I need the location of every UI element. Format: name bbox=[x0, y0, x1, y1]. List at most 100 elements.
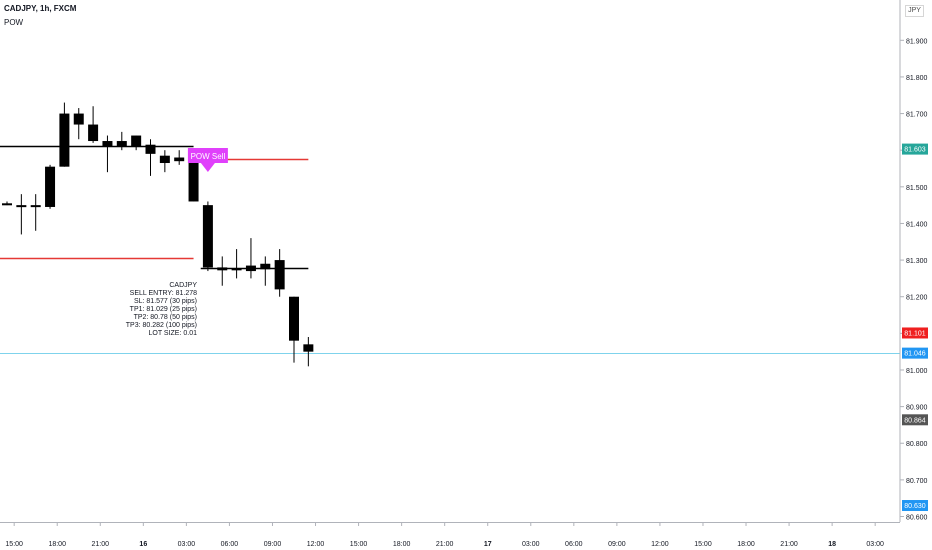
time-tick-label: 21:00 bbox=[780, 541, 798, 548]
currency-unit-label[interactable]: JPY bbox=[905, 5, 924, 17]
info-line: TP1: 81.029 (25 pips) bbox=[130, 306, 197, 313]
candle[interactable] bbox=[231, 249, 242, 279]
sell-signal-label: POW Sell bbox=[191, 152, 226, 161]
time-tick-label: 21:00 bbox=[92, 541, 110, 548]
candle[interactable] bbox=[274, 249, 285, 297]
time-tick-label: 12:00 bbox=[651, 541, 669, 548]
candle-body bbox=[131, 135, 142, 147]
price-tick-label: 81.000 bbox=[906, 368, 928, 375]
price-tick-label: 80.700 bbox=[906, 478, 928, 485]
candle-body bbox=[274, 260, 285, 290]
time-tick-label: 15:00 bbox=[5, 541, 23, 548]
price-tick-label: 80.900 bbox=[906, 405, 928, 412]
candle[interactable] bbox=[16, 194, 27, 235]
price-badge: 81.046 bbox=[902, 347, 928, 359]
candle[interactable] bbox=[2, 201, 12, 206]
price-tick-label: 81.400 bbox=[906, 221, 928, 228]
candle-body bbox=[2, 203, 12, 206]
info-line: TP2: 80.78 (50 pips) bbox=[134, 314, 197, 321]
time-tick-label: 16 bbox=[139, 541, 147, 548]
candle-body bbox=[116, 141, 127, 147]
info-line: CADJPY bbox=[169, 282, 197, 289]
candle-body bbox=[159, 155, 170, 164]
candle[interactable] bbox=[289, 296, 299, 363]
time-tick-label: 15:00 bbox=[350, 541, 368, 548]
price-badge: 80.630 bbox=[902, 500, 928, 512]
candle[interactable] bbox=[116, 131, 127, 151]
price-badge-label: 81.603 bbox=[904, 147, 926, 154]
price-tick-label: 81.900 bbox=[906, 38, 928, 45]
time-tick-label: 18:00 bbox=[48, 541, 66, 548]
price-tick-label: 81.700 bbox=[906, 112, 928, 119]
candles-layer[interactable] bbox=[2, 102, 314, 367]
candle-body bbox=[145, 144, 156, 154]
candle-body bbox=[217, 267, 228, 271]
price-badge-bg bbox=[902, 414, 928, 426]
candle-body bbox=[289, 296, 299, 341]
candle[interactable] bbox=[88, 106, 99, 143]
time-tick-label: 06:00 bbox=[565, 541, 583, 548]
candle[interactable] bbox=[245, 238, 256, 279]
candle-body bbox=[59, 113, 70, 167]
candle[interactable] bbox=[73, 108, 84, 140]
candle[interactable] bbox=[217, 256, 228, 286]
candle-body bbox=[73, 113, 84, 125]
time-tick-label: 21:00 bbox=[436, 541, 454, 548]
price-badge: 81.101 bbox=[902, 327, 928, 339]
sell-signal-badge[interactable] bbox=[187, 148, 228, 163]
candle-body bbox=[303, 344, 314, 352]
candle[interactable] bbox=[131, 135, 142, 151]
sell-signal-arrow bbox=[200, 163, 215, 172]
indicator-label[interactable]: POW bbox=[4, 18, 24, 27]
info-line: TP3: 80.282 (100 pips) bbox=[126, 322, 197, 329]
time-tick-label: 03:00 bbox=[178, 541, 196, 548]
candle[interactable] bbox=[159, 150, 170, 173]
time-tick-label: 03:00 bbox=[522, 541, 540, 548]
price-badges: 81.603 81.101 81.046 80.864 80.630 bbox=[902, 143, 928, 512]
sell-signal-marker[interactable]: POW Sell bbox=[187, 148, 228, 172]
price-badge-bg bbox=[902, 327, 928, 339]
candle[interactable] bbox=[102, 135, 113, 173]
candle-body bbox=[16, 205, 27, 208]
price-badge: 80.864 bbox=[902, 414, 928, 426]
candle[interactable] bbox=[145, 139, 156, 176]
candle[interactable] bbox=[45, 164, 56, 209]
time-axis[interactable]: 15:00 18:00 21:00 16 03:00 06:00 09:00 12:00 15:… bbox=[0, 522, 900, 548]
time-tick-label: 03:00 bbox=[866, 541, 884, 548]
price-tick-label: 81.500 bbox=[906, 185, 928, 192]
price-badge-bg bbox=[902, 500, 928, 512]
price-badge-label: 81.101 bbox=[904, 330, 926, 337]
candle[interactable] bbox=[174, 150, 185, 165]
price-badge-label: 81.046 bbox=[904, 351, 926, 358]
time-tick-label: 18:00 bbox=[393, 541, 411, 548]
time-tick-label: 18 bbox=[828, 541, 836, 548]
time-tick-label: 12:00 bbox=[307, 541, 325, 548]
price-badge-label: 80.864 bbox=[904, 417, 926, 424]
time-tick-label: 17 bbox=[484, 541, 492, 548]
price-badge-bg bbox=[902, 143, 928, 155]
info-line: SL: 81.577 (30 pips) bbox=[134, 298, 197, 305]
candle[interactable] bbox=[202, 201, 213, 272]
time-tick-label: 09:00 bbox=[264, 541, 282, 548]
candle-body bbox=[231, 268, 242, 271]
price-badge: 81.603 bbox=[902, 143, 928, 155]
candle[interactable] bbox=[303, 337, 314, 367]
candle[interactable] bbox=[260, 256, 271, 286]
info-line: LOT SIZE: 0.01 bbox=[148, 330, 197, 337]
candle[interactable] bbox=[59, 102, 70, 167]
candle-body bbox=[30, 205, 41, 208]
price-tick-label: 80.600 bbox=[906, 515, 928, 522]
chart-title: CADJPY, 1h, FXCM bbox=[4, 4, 77, 13]
candle-body bbox=[45, 166, 56, 207]
time-tick-label: 06:00 bbox=[221, 541, 239, 548]
price-axis[interactable]: 81.90081.80081.70081.60081.50081.40081.3… bbox=[899, 0, 928, 522]
price-badge-label: 80.630 bbox=[904, 503, 926, 510]
candle-body bbox=[88, 124, 99, 142]
time-tick-label: 15:00 bbox=[694, 541, 712, 548]
price-tick-label: 81.200 bbox=[906, 295, 928, 302]
candle-body bbox=[260, 263, 271, 270]
price-tick-label: 81.800 bbox=[906, 75, 928, 82]
candle[interactable] bbox=[30, 194, 41, 231]
